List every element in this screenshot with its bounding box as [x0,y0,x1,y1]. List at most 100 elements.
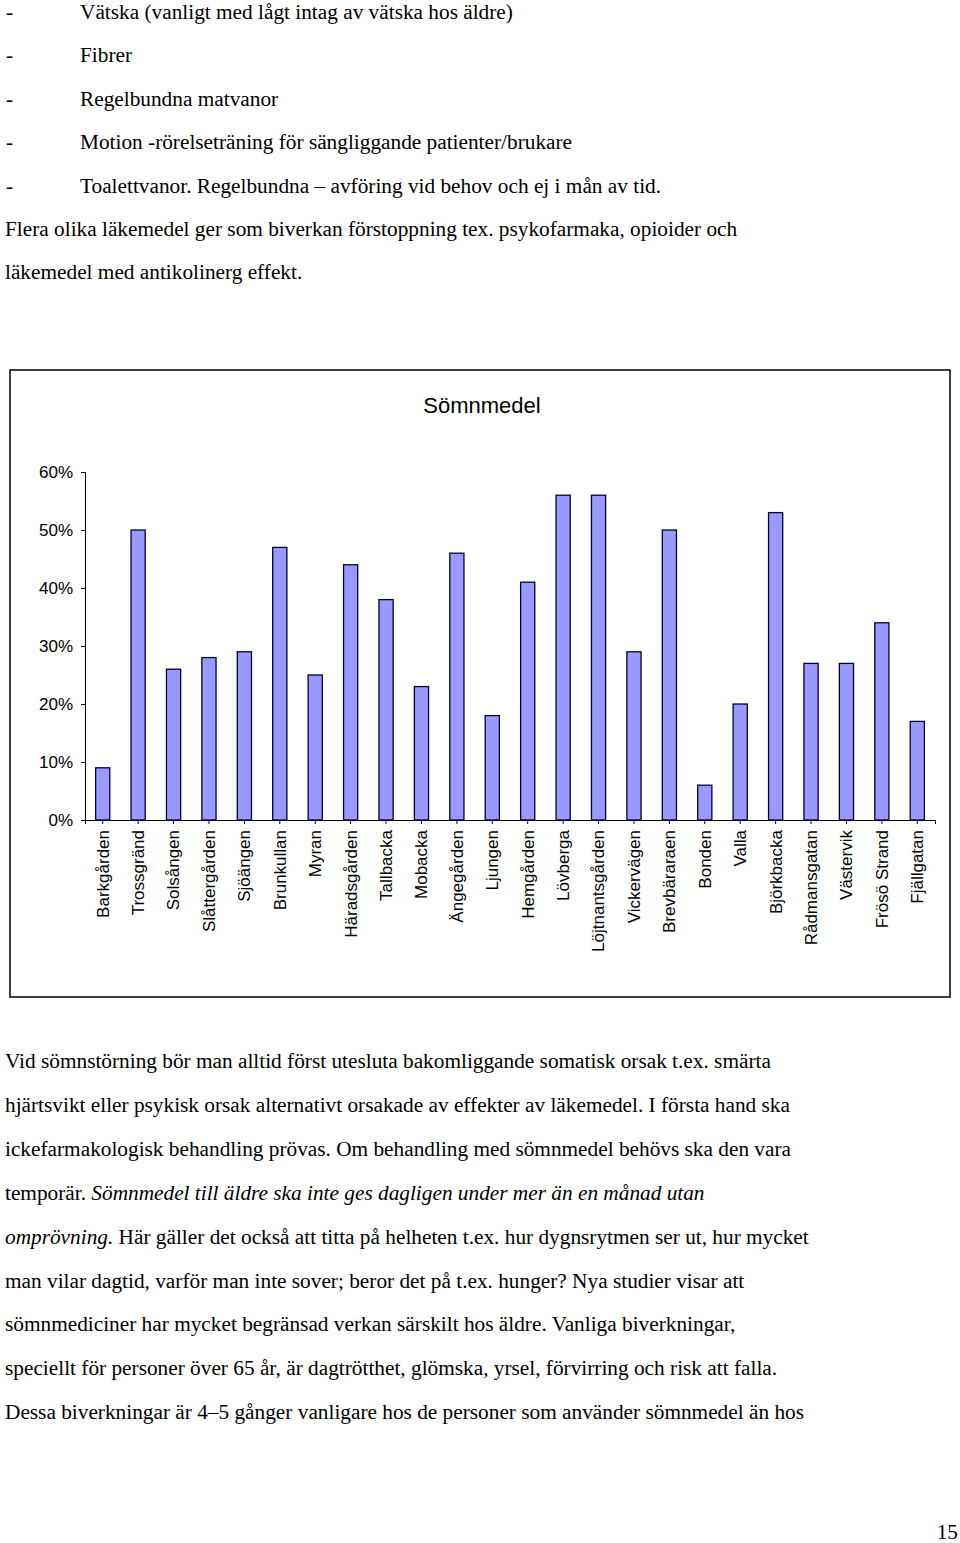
x-tick-mark [208,820,209,824]
y-tick: 40% [39,579,85,598]
bar [237,652,251,820]
x-tick-label: Frösö Strand [873,830,892,928]
x-tick: Björkbacka [767,820,786,914]
x-tick: Brevbäraraen [660,820,679,933]
x-axis-line [86,821,936,825]
emphasis: omprövning. [5,1225,113,1249]
bar [379,600,393,820]
paragraph-line: sömnmediciner har mycket begränsad verka… [5,1312,735,1336]
x-tick: Mobacka [412,820,431,899]
x-tick: Valla [731,820,750,867]
x-tick-label: Brunkullan [271,830,290,910]
y-tick: 0% [48,811,85,830]
y-tick: 20% [39,695,85,714]
x-tick-mark [598,820,599,824]
x-tick-mark [279,820,280,824]
bar [769,513,783,820]
x-tick-mark [669,820,670,824]
y-tick-mark [81,588,85,589]
x-tick-mark [775,820,776,824]
bar [804,663,818,820]
list-item: Vätska (vanligt med lågt intag av vätska… [80,0,513,24]
x-tick-label: Brevbäraraen [660,830,679,933]
x-tick-mark [386,820,387,824]
x-tick: Fjällgatan [908,820,927,904]
page: - Vätska (vanligt med lågt intag av vätsk… [0,0,960,1543]
text-run: Dessa biverkningar är 4–5 gånger vanliga… [5,1400,804,1424]
chart-title: Sömnmedel [423,393,540,418]
x-tick-label: Löjtnantsgården [589,830,608,952]
text-run: temporär. [5,1181,91,1205]
x-tick-mark [740,820,741,824]
x-tick-label: Björkbacka [767,829,786,914]
bar [521,582,535,820]
x-tick-label: Ängegården [448,830,467,923]
x-tick-mark [315,820,316,824]
x-tick-mark [244,820,245,824]
x-axis: BarkgårdenTrossgrändSolsångenSlåttergård… [86,820,936,952]
x-tick: Hemgården [519,820,538,919]
list-item: Toalettvanor. Regelbundna – avföring vid… [80,174,661,198]
x-tick: Solsången [164,820,183,910]
bar [556,495,570,820]
x-tick-mark [633,820,634,824]
x-tick-mark [492,820,493,824]
paragraph-line: läkemedel med antikolinerg effekt. [5,260,302,284]
x-tick-label: Trossgränd [129,830,148,915]
x-tick-label: Västervik [837,830,856,900]
bar [733,704,747,820]
bullet: - [6,0,13,24]
x-tick-label: Fjällgatan [908,830,927,904]
x-tick-mark [527,820,528,824]
y-axis-line [81,473,86,821]
x-tick-mark [173,820,174,824]
y-tick-label: 10% [39,753,73,772]
x-tick-mark [350,820,351,824]
y-tick: 60% [39,463,85,482]
bar [202,658,216,820]
y-tick-label: 30% [39,637,73,656]
x-tick-label: Tallbacka [377,829,396,900]
bars [96,495,925,820]
x-tick-label: Hemgården [519,830,538,919]
x-tick-label: Slåttergården [200,830,219,932]
page-number: 15 [937,1520,958,1543]
x-tick-label: Valla [731,829,750,866]
bar [591,495,605,820]
text-run: ickefarmakologisk behandling prövas. Om … [5,1137,792,1161]
x-tick-mark [138,820,139,824]
x-tick-mark [811,820,812,824]
x-tick-label: Ljungen [483,830,502,891]
x-tick: Frösö Strand [873,820,892,928]
x-tick-label: Mobacka [412,829,431,899]
paragraph-line: Dessa biverkningar är 4–5 gånger vanliga… [5,1400,804,1424]
x-tick: Trossgränd [129,820,148,915]
text-run: man vilar dagtid, varför man inte sover;… [5,1269,744,1293]
x-tick: Sjöängen [235,820,254,902]
x-tick-mark [846,820,847,824]
y-tick-label: 20% [39,695,73,714]
paragraph-line: temporär. Sömnmedel till äldre ska inte … [5,1181,705,1205]
y-tick: 30% [39,637,85,656]
paragraph-line: hjärtsvikt eller psykisk orsak alternati… [5,1093,790,1117]
x-tick: Rådmansgatan [802,820,821,945]
list-item: Motion -rörelseträning för sängliggande … [80,130,572,154]
bullet: - [6,174,13,198]
y-axis: 0%10%20%30%40%50%60% [39,463,86,830]
x-tick: Häradsgården [342,820,361,938]
y-tick-label: 40% [39,579,73,598]
bar [698,785,712,820]
x-tick-mark [704,820,705,824]
x-tick: Lövberga [554,820,573,901]
y-tick-mark [81,762,85,763]
bar [166,669,180,820]
paragraph-line: speciellt för personer över 65 år, är da… [5,1356,777,1380]
y-tick-mark [81,820,85,821]
y-tick-label: 60% [39,463,73,482]
x-tick-mark [102,820,103,824]
bullet: - [6,130,13,154]
x-tick: Ljungen [483,820,502,891]
paragraph-line: man vilar dagtid, varför man inte sover;… [5,1269,744,1293]
text-run: sömnmediciner har mycket begränsad verka… [5,1312,735,1336]
x-tick: Slåttergården [200,820,219,932]
